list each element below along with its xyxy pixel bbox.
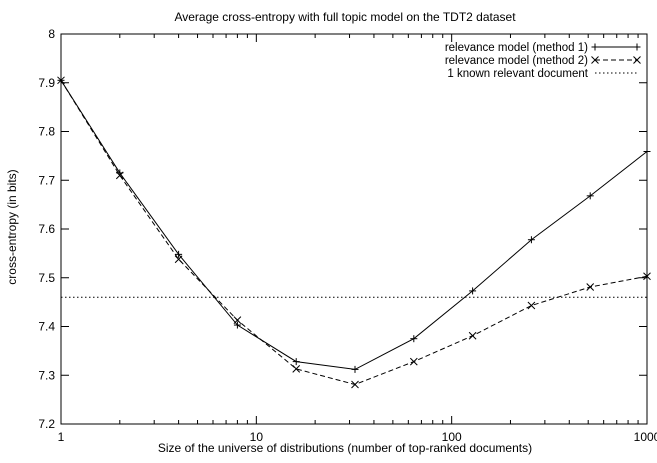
legend-marker: [591, 56, 599, 64]
data-point: [233, 316, 242, 325]
legend: relevance model (method 1)relevance mode…: [445, 42, 641, 80]
y-tick-label: 7.5: [38, 271, 55, 285]
data-point: [115, 171, 124, 180]
legend-label: relevance model (method 2): [445, 55, 588, 67]
data-point: [643, 272, 651, 281]
y-tick-label: 7.2: [38, 417, 55, 431]
data-point: [292, 365, 301, 373]
y-tick-label: 7.3: [38, 368, 55, 382]
y-tick-label: 8: [48, 27, 55, 41]
legend-label: 1 known relevant document: [447, 68, 588, 80]
x-tick-label: 100: [442, 430, 462, 444]
data-point: [586, 283, 595, 291]
data-point: [57, 76, 65, 85]
data-point: [527, 301, 536, 310]
series-line-2: [60, 80, 648, 386]
plot-area: 1 10 100 1000 7.2 7.3 7.4 7.5 7.6 7.7 7.8 7.9 8: [38, 27, 657, 444]
series-line-1: [60, 80, 648, 370]
plot-frame: [60, 33, 648, 425]
legend-label: relevance model (method 1): [445, 42, 588, 54]
y-axis-label: cross-entropy (in bits): [5, 169, 19, 284]
chart-title: Average cross-entropy with full topic mo…: [174, 10, 516, 24]
x-tick-label: 10: [250, 430, 264, 444]
x-tick-label: 1: [58, 430, 65, 444]
data-point: [351, 380, 359, 389]
data-point: [174, 255, 183, 264]
data-point: [468, 331, 477, 340]
y-tick-label: 7.6: [38, 222, 55, 236]
legend-marker: [633, 56, 641, 64]
y-tick-label: 7.9: [38, 76, 55, 90]
y-tick-label: 7.4: [38, 320, 55, 334]
y-tick-label: 7.8: [38, 125, 55, 139]
data-point: [409, 357, 418, 366]
x-axis-label: Size of the universe of distributions (n…: [158, 441, 532, 455]
x-tick-label: 1000: [634, 430, 657, 444]
y-tick-label: 7.7: [38, 173, 55, 187]
